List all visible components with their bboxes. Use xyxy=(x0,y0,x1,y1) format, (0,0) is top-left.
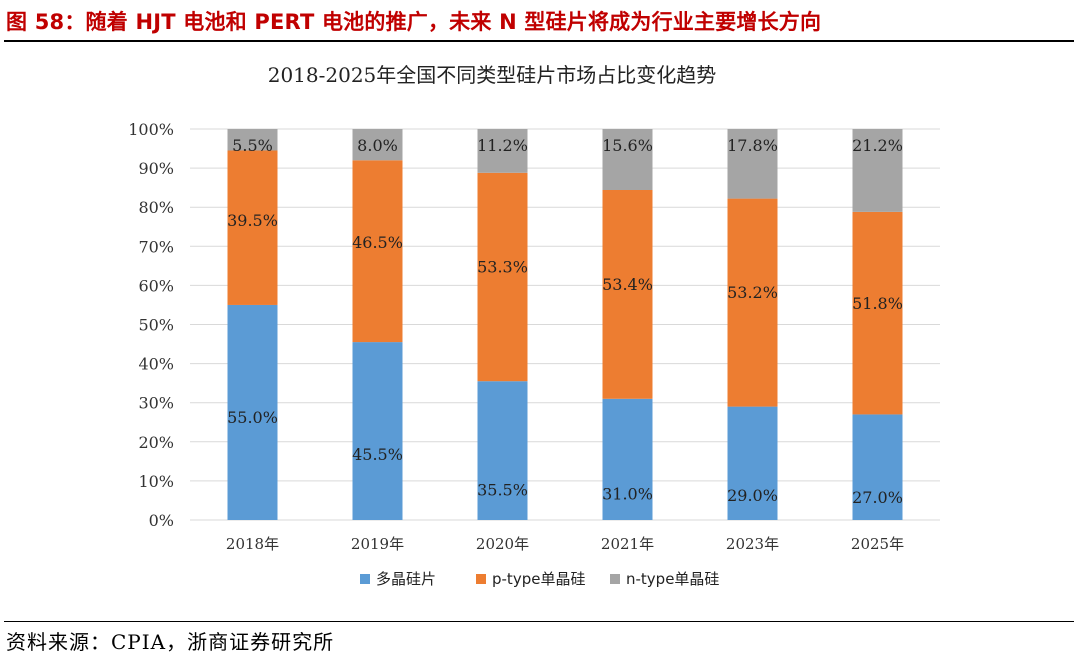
data-label: 35.5% xyxy=(477,480,528,499)
y-tick-label: 70% xyxy=(138,237,174,256)
bar-segment xyxy=(352,342,403,520)
data-label: 55.0% xyxy=(227,408,278,427)
legend-swatch xyxy=(476,574,486,584)
legend-label: n-type单晶硅 xyxy=(626,570,719,588)
data-label: 31.0% xyxy=(602,484,653,503)
bar-segment xyxy=(602,129,653,190)
data-label: 29.0% xyxy=(727,486,778,505)
x-tick-label: 2020年 xyxy=(476,535,529,553)
bar-segment xyxy=(352,160,403,343)
bar-segment xyxy=(727,198,778,407)
y-tick-label: 80% xyxy=(138,198,174,217)
bar-segment xyxy=(477,129,528,173)
chart-title: 2018-2025年全国不同类型硅片市场占比变化趋势 xyxy=(268,63,717,87)
x-tick-label: 2025年 xyxy=(851,535,904,553)
bar-segment xyxy=(727,129,778,199)
y-tick-label: 60% xyxy=(138,276,174,295)
bar-segment xyxy=(852,414,903,520)
bar-segment xyxy=(602,398,653,520)
data-label: 21.2% xyxy=(852,136,903,155)
bar-segment xyxy=(477,381,528,520)
legend: 多晶硅片 p-type单晶硅 n-type单晶硅 xyxy=(360,570,719,588)
data-label: 11.2% xyxy=(477,136,528,155)
data-label: 8.0% xyxy=(357,136,398,155)
y-tick-label: 0% xyxy=(149,511,174,530)
data-labels: 55.0% 39.5% 5.5% 45.5% 46.5% 8.0% 35.5% 53.3% 11… xyxy=(227,136,903,507)
y-tick-label: 40% xyxy=(138,355,174,374)
data-label: 39.5% xyxy=(227,211,278,230)
gridlines xyxy=(190,128,940,521)
legend-label: 多晶硅片 xyxy=(376,570,436,588)
bar-segment xyxy=(227,304,278,520)
data-label: 15.6% xyxy=(602,136,653,155)
y-tick-label: 90% xyxy=(138,159,174,178)
bar-segment xyxy=(727,406,778,520)
y-tick-label: 30% xyxy=(138,394,174,413)
data-label: 5.5% xyxy=(232,136,273,155)
data-label: 17.8% xyxy=(727,136,778,155)
data-label: 27.0% xyxy=(852,488,903,507)
y-tick-label: 20% xyxy=(138,433,174,452)
x-tick-label: 2018年 xyxy=(226,535,279,553)
bottom-rule xyxy=(4,621,1074,622)
data-label: 53.2% xyxy=(727,283,778,302)
bar-segment xyxy=(602,189,653,399)
x-axis-ticks: 2018年 2019年 2020年 2021年 2023年 2025年 xyxy=(226,535,904,553)
y-tick-label: 50% xyxy=(138,316,174,335)
bar-segment xyxy=(852,211,903,415)
x-tick-label: 2023年 xyxy=(726,535,779,553)
bars xyxy=(227,129,903,520)
legend-label: p-type单晶硅 xyxy=(492,570,585,588)
y-tick-label: 10% xyxy=(138,472,174,491)
data-label: 53.4% xyxy=(602,275,653,294)
top-rule xyxy=(4,40,1074,42)
bar-segment xyxy=(227,150,278,305)
x-tick-label: 2021年 xyxy=(601,535,654,553)
figure-caption: 图 58：随着 HJT 电池和 PERT 电池的推广，未来 N 型硅片将成为行业… xyxy=(6,10,822,34)
data-label: 45.5% xyxy=(352,445,403,464)
x-tick-label: 2019年 xyxy=(351,535,404,553)
legend-swatch xyxy=(610,574,620,584)
data-label: 53.3% xyxy=(477,258,528,277)
bar-segment xyxy=(227,129,278,151)
source-note: 资料来源：CPIA，浙商证券研究所 xyxy=(6,630,335,654)
bar-segment xyxy=(477,172,528,382)
bar-segment xyxy=(852,129,903,212)
y-axis-ticks: 0% 10% 20% 30% 40% 50% 60% 70% 80% 90% 100% xyxy=(128,120,174,530)
bar-segment xyxy=(352,129,403,161)
y-tick-label: 100% xyxy=(128,120,174,139)
data-label: 46.5% xyxy=(352,233,403,252)
data-label: 51.8% xyxy=(852,294,903,313)
stacked-bar-chart: 2018-2025年全国不同类型硅片市场占比变化趋势 0% 10% 20% 30% 40… xyxy=(128,63,940,588)
legend-swatch xyxy=(360,574,370,584)
